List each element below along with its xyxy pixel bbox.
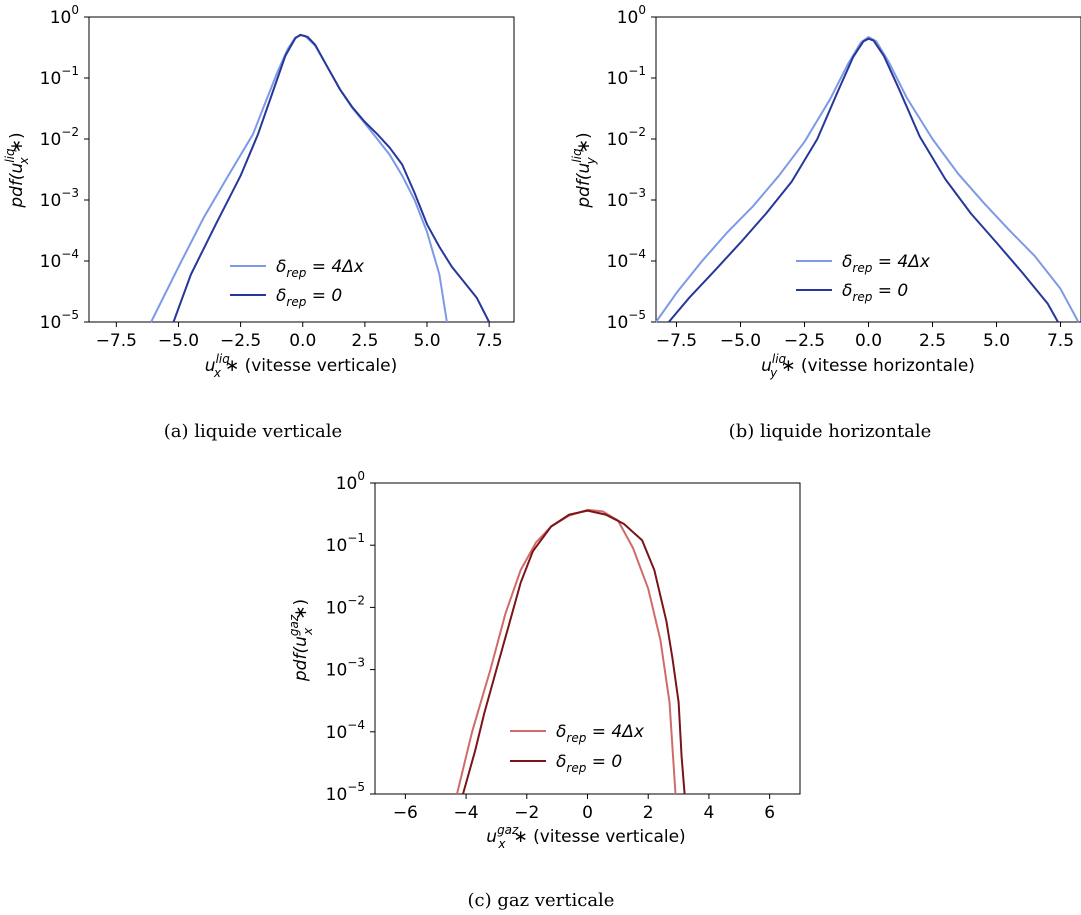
ticks-group-a: −7.5 −5.0 −2.5 0.0 2.5 5.0 7.5 100 10−1 10−2 10−3 1…	[40, 3, 503, 351]
y-tick-label-c-4: 10−4	[326, 718, 365, 743]
series-line-c-1	[462, 509, 686, 795]
y-tick-label-a-3: 10−3	[40, 186, 79, 211]
plot-frame-a	[88, 16, 515, 323]
x-tick-label-c-2: −2	[514, 803, 539, 823]
x-tick-label-a-5: 5.0	[413, 331, 440, 351]
plot-frame-c	[374, 482, 801, 795]
y-tick-label-b-3: 10−3	[607, 186, 646, 211]
x-tick-label-b-2: −2.5	[784, 331, 825, 351]
y-tick-label-c-0: 100	[336, 469, 365, 494]
x-tick-label-a-3: 0.0	[289, 331, 316, 351]
y-tick-label-c-3: 10−3	[326, 656, 365, 681]
x-axis-label-a: uliq x ∗ (vitesse verticale)	[205, 352, 397, 380]
y-tick-label-b-5: 10−5	[607, 308, 646, 333]
y-axis-label-a: pdf(uliqx∗)	[3, 132, 31, 208]
y-tick-label-b-4: 10−4	[607, 247, 646, 272]
y-tick-label-b-0: 100	[617, 3, 646, 28]
y-tick-label-c-2: 10−2	[326, 593, 365, 618]
panel-b: −7.5 −5.0 −2.5 0.0 2.5 5.0 7.5 100 10−1 10−2 10−3 1…	[570, 3, 1081, 442]
legend-label-c-1: δrep = 0	[556, 752, 622, 775]
y-tick-label-b-1: 10−1	[607, 64, 646, 89]
legend-c: δrep = 4Δx δrep = 0	[510, 722, 645, 775]
panel-c: −6 −4 −2 0 2 4 6 100 10−1 10−2 10−3 10−4 10−5 ugaz x ∗…	[287, 469, 801, 911]
x-tick-label-c-5: 4	[704, 803, 715, 823]
legend-label-b-1: δrep = 0	[842, 281, 908, 304]
legend-a: δrep = 4Δx δrep = 0	[230, 257, 365, 309]
legend-label-b-0: δrep = 4Δx	[842, 252, 931, 275]
x-tick-label-c-1: −4	[454, 803, 479, 823]
y-tick-label-b-2: 10−2	[607, 125, 646, 150]
y-axis-label-b: pdf(uliqy∗)	[570, 132, 598, 208]
x-tick-label-b-0: −7.5	[656, 331, 697, 351]
x-axis-label-c: ugaz x ∗ (vitesse verticale)	[486, 823, 685, 851]
x-tick-label-c-0: −6	[393, 803, 418, 823]
x-tick-label-b-1: −5.0	[720, 331, 761, 351]
x-axis-label-b: uliq y ∗ (vitesse horizontale)	[761, 352, 975, 380]
x-tick-label-b-6: 7.5	[1047, 331, 1074, 351]
ticks-group-c: −6 −4 −2 0 2 4 6 100 10−1 10−2 10−3 10−4 10−5	[326, 469, 775, 823]
caption-b: (b) liquide horizontale	[729, 421, 932, 442]
x-tick-label-b-5: 5.0	[983, 331, 1010, 351]
x-tick-label-b-4: 2.5	[919, 331, 946, 351]
y-tick-label-c-1: 10−1	[326, 531, 365, 556]
y-tick-label-a-2: 10−2	[40, 125, 79, 150]
legend-label-a-0: δrep = 4Δx	[276, 257, 365, 280]
panel-a: −7.5 −5.0 −2.5 0.0 2.5 5.0 7.5 100 10−1 10−2 10−3 1…	[3, 3, 515, 442]
y-axis-label-c: pdf(ugazx∗)	[287, 599, 315, 682]
legend-label-a-1: δrep = 0	[276, 286, 342, 309]
x-tick-label-c-6: 6	[764, 803, 775, 823]
x-tick-label-a-0: −7.5	[96, 331, 137, 351]
ticks-group-b: −7.5 −5.0 −2.5 0.0 2.5 5.0 7.5 100 10−1 10−2 10−3 1…	[607, 3, 1074, 351]
plot-frame-b	[655, 16, 1081, 323]
x-tick-label-a-1: −5.0	[158, 331, 199, 351]
x-tick-label-a-6: 7.5	[476, 331, 503, 351]
legend-b: δrep = 4Δx δrep = 0	[796, 252, 931, 304]
y-tick-label-a-1: 10−1	[40, 64, 79, 89]
legend-label-c-0: δrep = 4Δx	[556, 722, 645, 745]
series-group-c	[456, 508, 686, 795]
x-tick-label-b-3: 0.0	[855, 331, 882, 351]
caption-c: (c) gaz verticale	[468, 890, 615, 911]
series-line-b-1	[668, 37, 1059, 323]
series-group-b	[655, 36, 1080, 323]
x-tick-label-c-3: 0	[582, 803, 593, 823]
x-tick-label-a-4: 2.5	[351, 331, 378, 351]
y-tick-label-a-4: 10−4	[40, 247, 79, 272]
series-group-a	[150, 33, 490, 323]
series-line-a-1	[172, 33, 490, 323]
y-tick-label-a-0: 100	[50, 3, 79, 28]
y-tick-label-c-5: 10−5	[326, 780, 365, 805]
x-tick-label-c-4: 2	[643, 803, 654, 823]
caption-a: (a) liquide verticale	[164, 421, 342, 442]
y-tick-label-a-5: 10−5	[40, 308, 79, 333]
series-line-b-0	[655, 36, 1080, 323]
x-tick-label-a-2: −2.5	[220, 331, 261, 351]
